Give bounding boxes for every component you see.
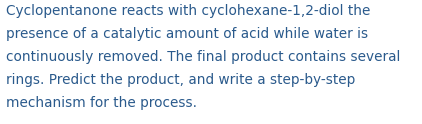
Text: Cyclopentanone reacts with cyclohexane-1,2-diol the: Cyclopentanone reacts with cyclohexane-1… [6, 4, 370, 18]
Text: mechanism for the process.: mechanism for the process. [6, 96, 197, 110]
Text: continuously removed. The final product contains several: continuously removed. The final product … [6, 50, 400, 64]
Text: presence of a catalytic amount of acid while water is: presence of a catalytic amount of acid w… [6, 27, 368, 41]
Text: rings. Predict the product, and write a step-by-step: rings. Predict the product, and write a … [6, 73, 355, 87]
